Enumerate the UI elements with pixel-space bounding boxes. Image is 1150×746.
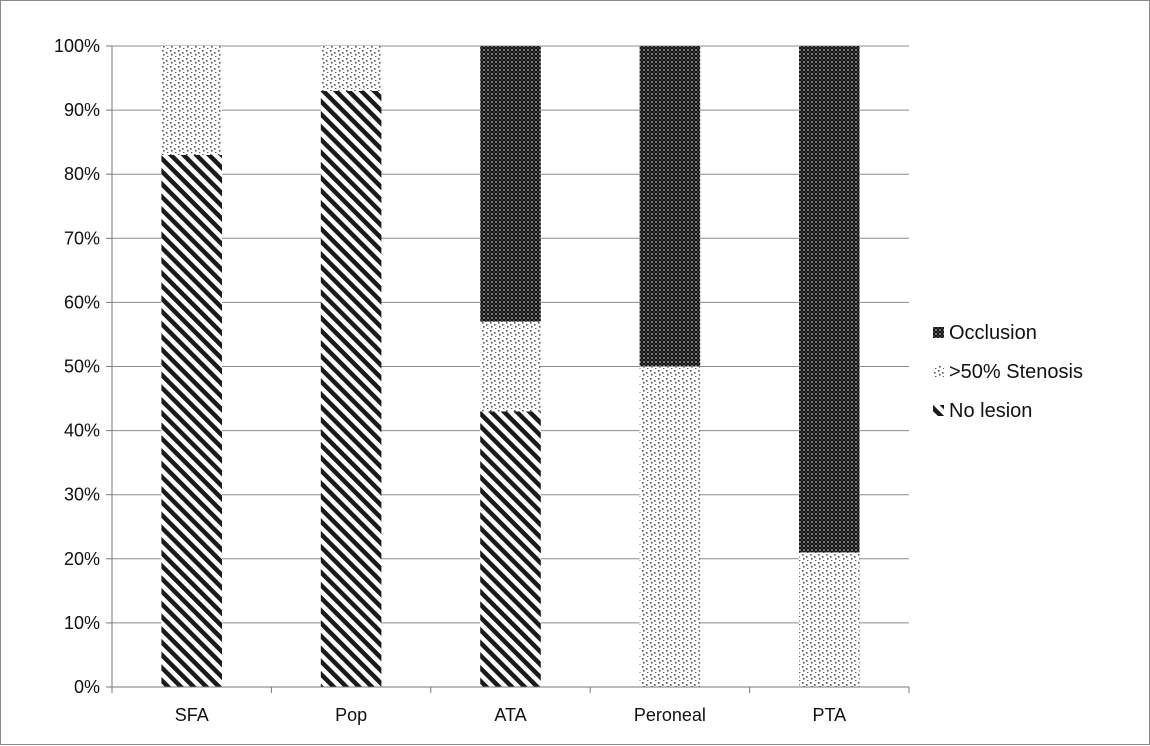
bar-segment (320, 46, 382, 91)
x-tick-label: ATA (494, 705, 526, 725)
x-tick-label: Peroneal (634, 705, 706, 725)
y-tick-label: 30% (64, 485, 100, 505)
y-tick-label: 100% (54, 36, 100, 56)
bar-segment (639, 366, 701, 687)
bar-segment (799, 46, 860, 553)
y-tick-label: 80% (64, 164, 100, 184)
legend: Occlusion >50% Stenosis No lesion (933, 322, 1083, 422)
legend-label: No lesion (949, 400, 1032, 422)
x-tick-label: PTA (812, 705, 846, 725)
bar-segment (161, 46, 222, 155)
y-tick-label: 40% (64, 421, 100, 441)
bar-segment (320, 90, 382, 688)
legend-label: >50% Stenosis (949, 361, 1083, 383)
y-tick-label: 10% (64, 613, 100, 633)
bar-segment (799, 552, 860, 687)
bar-segment (480, 46, 541, 322)
bar-segment (639, 46, 701, 367)
y-tick-label: 20% (64, 549, 100, 569)
y-tick-label: 50% (64, 357, 100, 377)
legend-swatch (933, 366, 944, 377)
bar-segment (161, 154, 222, 688)
bar-segment (480, 321, 541, 412)
x-tick-label: SFA (175, 705, 209, 725)
legend-label: Occlusion (949, 322, 1037, 344)
bars (161, 46, 860, 688)
y-tick-label: 90% (64, 100, 100, 120)
bar-segment (480, 411, 541, 687)
legend-swatch (933, 327, 944, 338)
y-tick-label: 70% (64, 228, 100, 248)
legend-swatch (933, 405, 944, 416)
y-tick-label: 60% (64, 292, 100, 312)
y-tick-label: 0% (74, 677, 100, 697)
axes: 0% 10% 20% 30% 40% 50% 60% 70% 80% 90% 100% SFA Pop A… (54, 36, 910, 725)
x-tick-label: Pop (335, 705, 367, 725)
